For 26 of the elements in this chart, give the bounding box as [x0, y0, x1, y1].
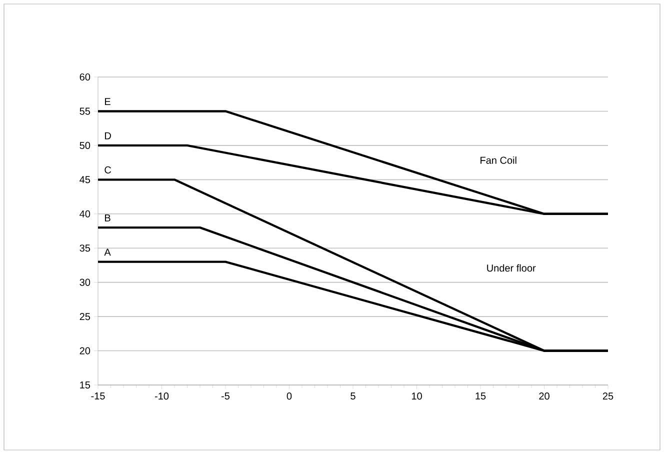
x-tick-label: 25	[602, 392, 614, 400]
annotation: Under floor	[487, 264, 536, 272]
y-tick-label: 35	[80, 244, 90, 252]
x-tick-label: 5	[350, 392, 356, 400]
series-label: B	[105, 214, 110, 222]
x-tick-label: -15	[91, 392, 105, 400]
y-tick-label: 45	[80, 176, 90, 184]
y-tick-label: 50	[80, 142, 90, 149]
y-tick-label: 15	[80, 382, 90, 388]
x-tick-label: 0	[286, 392, 292, 400]
y-tick-label: 55	[80, 108, 90, 115]
series-label: D	[105, 132, 111, 140]
x-tick-label: -5	[221, 392, 230, 400]
x-tick-label: 10	[412, 392, 422, 400]
y-tick-label: 25	[80, 313, 90, 320]
x-tick-label: 20	[539, 392, 550, 400]
x-tick-label: -10	[154, 392, 169, 400]
y-tick-label: 60	[80, 73, 90, 81]
y-tick-label: 20	[80, 347, 90, 354]
y-tick-label: 30	[80, 278, 90, 286]
series-label: E	[105, 98, 110, 106]
annotation: Fan Coil	[480, 156, 516, 164]
series-label: A	[104, 248, 111, 256]
series-label: C	[104, 166, 112, 174]
y-tick-label: 40	[80, 210, 90, 218]
x-tick-label: 15	[476, 392, 486, 400]
